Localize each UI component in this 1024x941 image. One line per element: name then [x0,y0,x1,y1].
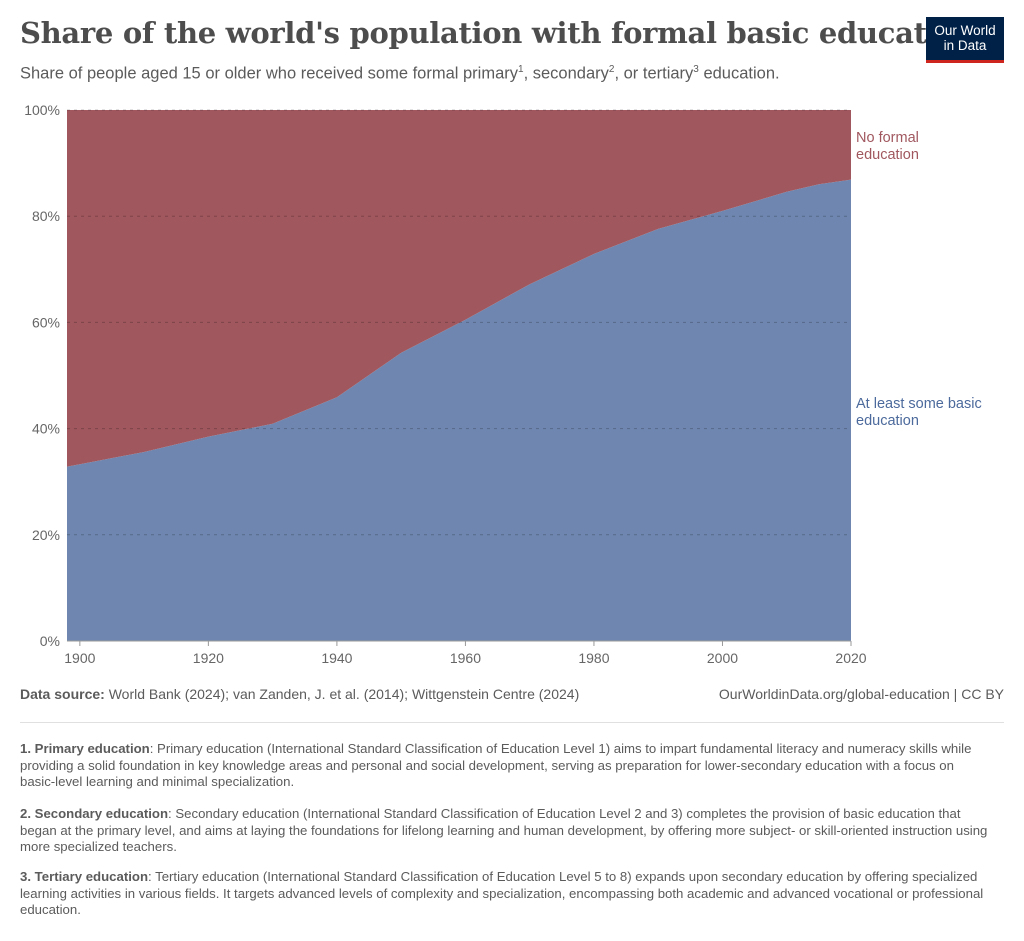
footnote-secondary: 2. Secondary education: Secondary educat… [20,806,992,856]
footnote-text: : Tertiary education (International Stan… [20,869,984,917]
y-tick-label: 40% [32,421,60,437]
x-tick-label: 2020 [835,650,866,666]
area-chart[interactable]: 0% 20% 40% 60% 80% 100% 1900 1920 1940 1960 1980 2… [0,0,1024,680]
series-label-line: No formal [856,130,919,146]
x-tick-label: 1980 [578,650,609,666]
page-subtitle: Share of people aged 15 or older who rec… [20,64,780,84]
footnote-ref-1[interactable]: 1 [518,64,524,75]
subtitle-text: Share of people aged 15 or older who rec… [20,64,519,83]
footnote-ref-2[interactable]: 2 [608,64,615,75]
footnote-primary: 1. Primary education: Primary education … [20,741,992,791]
chart-areas [67,110,851,641]
y-tick-label: 0% [40,633,60,649]
x-tick-label: 1940 [321,650,352,666]
chart-gridlines [67,109,851,536]
x-tick-label: 1960 [450,650,481,666]
x-axis: 1900 1920 1940 1960 1980 2000 2020 [64,640,867,666]
footnote-ref-3[interactable]: 3 [693,64,699,75]
series-label-line: education [856,413,919,429]
series-label-line: education [856,147,919,163]
y-axis: 0% 20% 40% 60% 80% 100% [24,102,60,649]
footnote-label: 3. Tertiary education [20,869,149,884]
area-no-formal-education[interactable] [67,110,851,467]
footnote-label: 2. Secondary education [20,806,169,821]
page-title: Share of the world's population with for… [20,16,978,50]
owid-logo[interactable]: Our World in Data [926,17,1004,63]
series-label[interactable]: No formal education [856,130,919,163]
x-tick-label: 1920 [193,650,224,666]
license-link[interactable]: OurWorldinData.org/global-education | CC… [718,686,1004,702]
logo-line-2: in Data [943,38,987,53]
footer-divider [20,722,1004,723]
footnote-tertiary: 3. Tertiary education: Tertiary educatio… [20,869,992,919]
footnote-text: : Secondary education (International Sta… [20,806,988,854]
x-tick-label: 1900 [64,650,95,666]
logo-line-1: Our World [934,23,996,38]
subtitle-text: education. [698,64,780,83]
footnote-label: 1. Primary education [20,741,150,756]
subtitle-text: , or tertiary [614,64,694,83]
x-tick-label: 2000 [707,650,738,666]
subtitle-text: , secondary [523,64,609,83]
y-tick-label: 80% [32,208,60,224]
y-tick-label: 20% [32,527,60,543]
data-source-text[interactable]: World Bank (2024); van Zanden, J. et al.… [104,686,580,702]
series-label-line: At least some basic [856,396,982,412]
data-source: Data source: World Bank (2024); van Zand… [20,686,579,702]
footnote-text: : Primary education (International Stand… [20,741,972,789]
y-tick-label: 100% [24,102,60,118]
area-at-least-some-basic-education[interactable] [67,179,851,641]
data-source-label: Data source: [20,686,105,702]
series-label[interactable]: At least some basic education [856,396,982,429]
y-tick-label: 60% [32,314,60,330]
